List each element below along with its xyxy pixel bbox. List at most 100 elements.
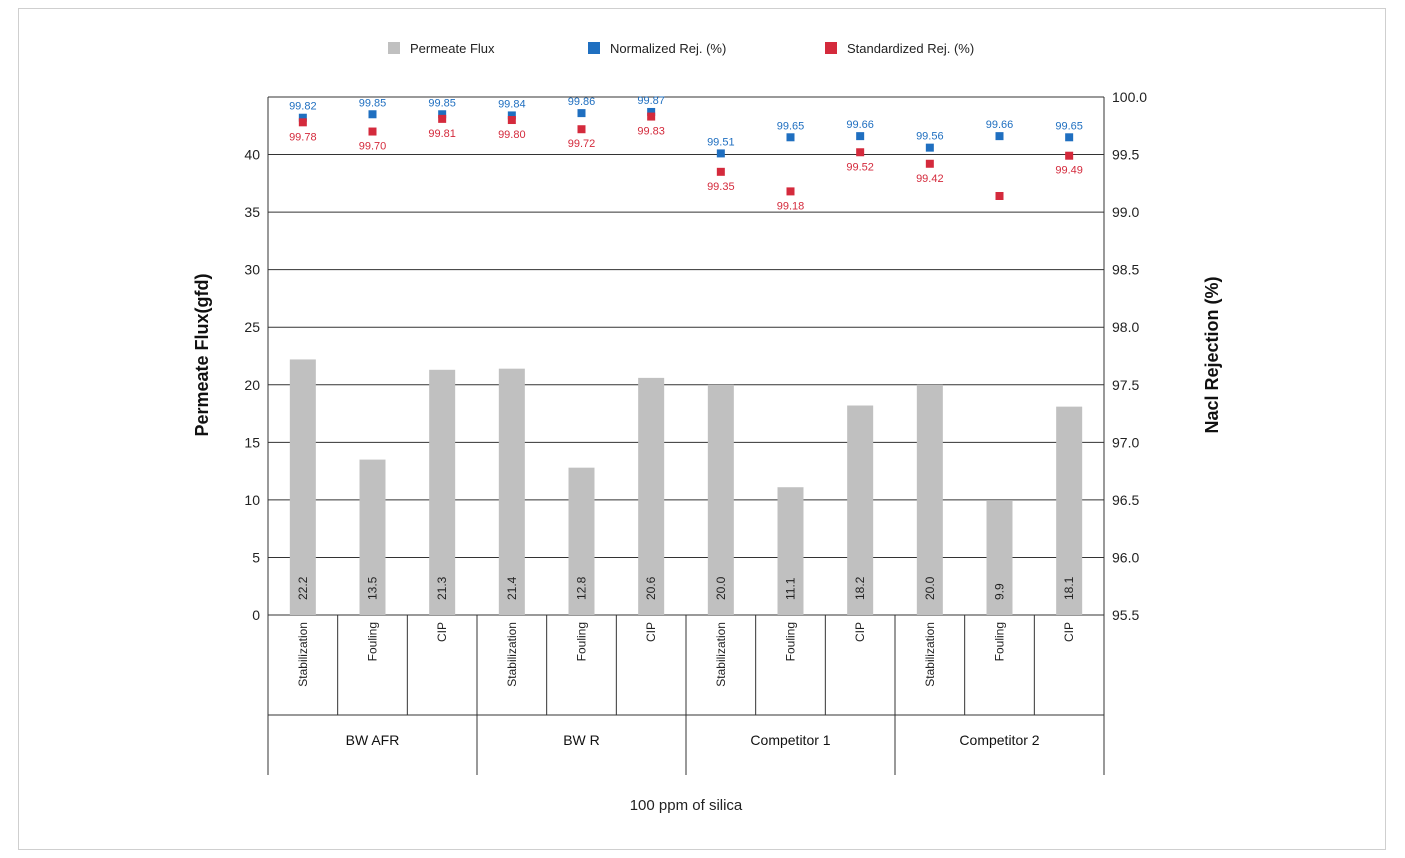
category-label: Stabilization	[296, 622, 310, 687]
flux-value-label: 20.0	[923, 576, 937, 600]
category-label: Fouling	[366, 622, 380, 661]
y-tick-20: 20	[244, 377, 260, 393]
y2-tick-100.0: 100.0	[1112, 89, 1147, 105]
flux-value-label: 12.8	[575, 576, 589, 600]
y-tick-15: 15	[244, 434, 260, 450]
category-label: Stabilization	[714, 622, 728, 687]
flux-bar	[568, 467, 595, 615]
y-tick-35: 35	[244, 204, 260, 220]
y2-tick-97.5: 97.5	[1112, 377, 1139, 393]
normalized-marker	[577, 109, 586, 118]
flux-bar	[289, 359, 316, 615]
y-tick-40: 40	[244, 147, 260, 163]
category-label: Stabilization	[505, 622, 519, 687]
standardized-marker	[716, 167, 725, 176]
flux-value-label: 18.2	[853, 576, 867, 600]
y2-tick-98.5: 98.5	[1112, 262, 1139, 278]
standardized-value-label: 99.42	[916, 173, 944, 185]
normalized-marker	[298, 113, 307, 122]
standardized-value-label: 99.72	[568, 138, 596, 150]
normalized-marker	[1065, 133, 1074, 142]
normalized-value-label: 99.51	[707, 136, 735, 148]
flux-bar	[777, 487, 804, 615]
normalized-value-label: 99.84	[498, 98, 526, 110]
standardized-marker	[856, 148, 865, 157]
flux-value-label: 21.3	[435, 576, 449, 600]
normalized-value-label: 99.65	[777, 120, 805, 132]
category-label: Stabilization	[923, 622, 937, 687]
standardized-value-label: 99.81	[428, 128, 456, 140]
category-label: CIP	[1062, 622, 1076, 642]
y-axis-title: Permeate Flux(gfd)	[192, 273, 212, 436]
normalized-value-label: 99.85	[428, 97, 456, 109]
group-label: Competitor 2	[959, 732, 1039, 748]
category-label: CIP	[853, 622, 867, 642]
standardized-value-label: 99.18	[777, 200, 805, 212]
y2-tick-95.5: 95.5	[1112, 607, 1139, 623]
normalized-marker	[438, 110, 447, 119]
standardized-value-label: 99.49	[1055, 165, 1083, 177]
group-label: BW R	[563, 732, 600, 748]
standardized-value-label: 99.35	[707, 181, 735, 193]
flux-bar	[707, 384, 734, 615]
category-label: Fouling	[993, 622, 1007, 661]
flux-bar	[359, 459, 386, 615]
category-label: CIP	[644, 622, 658, 642]
standardized-marker	[577, 125, 586, 134]
chart-frame	[18, 8, 1386, 850]
y-tick-10: 10	[244, 492, 260, 508]
normalized-value-label: 99.65	[1055, 120, 1083, 132]
normalized-value-label: 99.87	[637, 95, 665, 107]
y-tick-30: 30	[244, 262, 260, 278]
normalized-marker	[856, 132, 865, 141]
group-label: Competitor 1	[750, 732, 830, 748]
flux-value-label: 13.5	[366, 576, 380, 600]
standardized-marker	[925, 159, 934, 168]
y2-tick-96.5: 96.5	[1112, 492, 1139, 508]
flux-bars: 22.2 13.5 21.3 21.4 12.8 20.6 20.0 11.1 18.2 20.0…	[289, 359, 1083, 615]
normalized-value-label: 99.56	[916, 131, 944, 143]
standardized-marker	[1065, 151, 1074, 160]
normalized-marker	[647, 107, 656, 116]
x-axis-title: 100 ppm of silica	[630, 797, 743, 814]
axes: 0 5 10 15 20 25 30 35 40 95.5 96.0 96.5 97.0 97.5 98.0…	[244, 89, 1147, 775]
standardized-marker	[786, 187, 795, 196]
normalized-marker	[925, 143, 934, 152]
y2-tick-98.0: 98.0	[1112, 319, 1139, 335]
standardized-marker	[298, 118, 307, 127]
rejection-markers: 99.82 99.85 99.85 99.84 99.86 99.87 99.51 99.65…	[289, 95, 1083, 212]
y-tick-0: 0	[252, 607, 260, 623]
standardized-marker	[507, 116, 516, 125]
legend-swatch	[388, 42, 400, 54]
standardized-marker	[438, 114, 447, 123]
standardized-marker	[647, 112, 656, 121]
y2-tick-97.0: 97.0	[1112, 434, 1139, 450]
standardized-value-label: 99.70	[359, 141, 387, 153]
legend-entry: Standardized Rej. (%)	[847, 41, 974, 56]
flux-value-label: 11.1	[784, 577, 798, 600]
flux-bar	[429, 369, 456, 615]
normalized-marker	[995, 132, 1004, 141]
flux-bar	[498, 368, 525, 615]
standardized-value-label: 99.80	[498, 129, 526, 141]
y2-axis-title: Nacl Rejection (%)	[1202, 276, 1222, 433]
flux-bar	[847, 405, 874, 615]
y2-tick-96.0: 96.0	[1112, 549, 1139, 565]
normalized-value-label: 99.66	[846, 119, 874, 131]
normalized-marker	[716, 149, 725, 158]
flux-value-label: 21.4	[505, 576, 519, 600]
group-label: BW AFR	[346, 732, 400, 748]
category-label: Fouling	[575, 622, 589, 661]
y2-tick-99.5: 99.5	[1112, 147, 1139, 163]
legend-swatch	[588, 42, 600, 54]
flux-value-label: 18.1	[1062, 576, 1076, 600]
y2-tick-99.0: 99.0	[1112, 204, 1139, 220]
flux-bar	[986, 501, 1013, 615]
normalized-value-label: 99.86	[568, 96, 596, 108]
grid-lines	[268, 96, 1104, 616]
legend-swatch	[825, 42, 837, 54]
normalized-value-label: 99.82	[289, 101, 317, 113]
standardized-marker	[368, 127, 377, 136]
flux-bar	[1056, 406, 1083, 615]
